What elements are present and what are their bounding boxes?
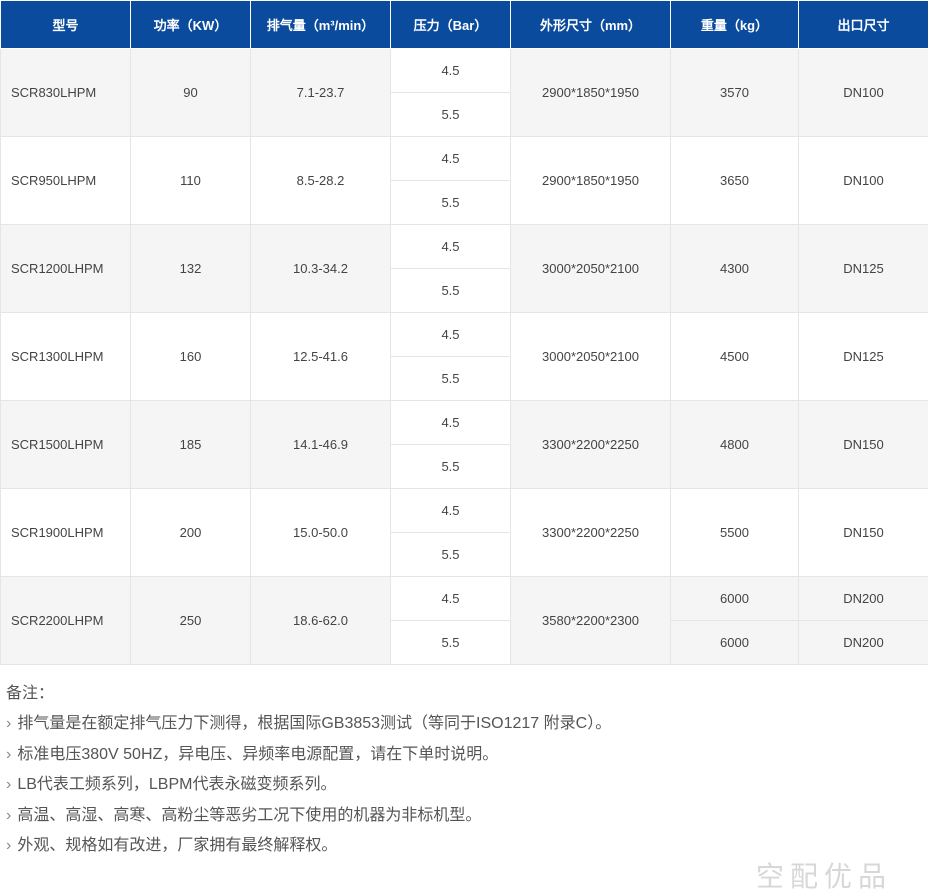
cell: 4.5 [391,225,511,269]
notes-title: 备注： [6,679,922,709]
cell: 5.5 [391,93,511,137]
cell: SCR1900LHPM [1,489,131,577]
table-body: SCR830LHPM907.1-23.74.52900*1850*1950357… [1,49,928,665]
col-airflow: 排气量（m³/min） [251,1,391,49]
cell: 7.1-23.7 [251,49,391,137]
cell: 2900*1850*1950 [511,49,671,137]
cell: DN100 [799,49,928,137]
table-row: SCR2200LHPM25018.6-62.04.53580*2200*2300… [1,577,928,621]
cell: 5.5 [391,533,511,577]
note-line: LB代表工频系列，LBPM代表永磁变频系列。 [6,770,922,800]
table-row: SCR1200LHPM13210.3-34.24.53000*2050*2100… [1,225,928,269]
cell: DN100 [799,137,928,225]
cell: 12.5-41.6 [251,313,391,401]
spec-table: 型号 功率（KW） 排气量（m³/min） 压力（Bar） 外形尺寸（mm） 重… [0,0,928,665]
cell: 8.5-28.2 [251,137,391,225]
cell: 10.3-34.2 [251,225,391,313]
cell: DN150 [799,489,928,577]
cell: 18.6-62.0 [251,577,391,665]
cell: 4800 [671,401,799,489]
cell: DN150 [799,401,928,489]
watermark-text: 空配优品 [756,861,892,892]
cell: 4.5 [391,401,511,445]
cell: 5.5 [391,445,511,489]
cell: 110 [131,137,251,225]
cell: 5.5 [391,181,511,225]
table-row: SCR830LHPM907.1-23.74.52900*1850*1950357… [1,49,928,93]
note-line: 排气量是在额定排气压力下测得，根据国际GB3853测试（等同于ISO1217 附… [6,709,922,739]
cell: 4.5 [391,577,511,621]
cell: 4.5 [391,313,511,357]
header-row: 型号 功率（KW） 排气量（m³/min） 压力（Bar） 外形尺寸（mm） 重… [1,1,928,49]
cell: 3300*2200*2250 [511,401,671,489]
cell: 3580*2200*2300 [511,577,671,665]
cell: DN200 [799,577,928,621]
table-row: SCR950LHPM1108.5-28.24.52900*1850*195036… [1,137,928,181]
col-pressure: 压力（Bar） [391,1,511,49]
cell: 5.5 [391,357,511,401]
col-weight: 重量（kg） [671,1,799,49]
cell: 3650 [671,137,799,225]
cell: 3000*2050*2100 [511,225,671,313]
table-row: SCR1500LHPM18514.1-46.94.53300*2200*2250… [1,401,928,445]
col-outlet: 出口尺寸 [799,1,928,49]
cell: 4.5 [391,49,511,93]
cell: DN200 [799,621,928,665]
table-row: SCR1900LHPM20015.0-50.04.53300*2200*2250… [1,489,928,533]
col-dimensions: 外形尺寸（mm） [511,1,671,49]
cell: 132 [131,225,251,313]
col-model: 型号 [1,1,131,49]
cell: 14.1-46.9 [251,401,391,489]
table-row: SCR1300LHPM16012.5-41.64.53000*2050*2100… [1,313,928,357]
cell: 6000 [671,577,799,621]
notes-section: 备注： 排气量是在额定排气压力下测得，根据国际GB3853测试（等同于ISO12… [0,665,928,875]
cell: 5500 [671,489,799,577]
cell: SCR950LHPM [1,137,131,225]
cell: SCR1300LHPM [1,313,131,401]
cell: 2900*1850*1950 [511,137,671,225]
cell: 4.5 [391,489,511,533]
cell: SCR1200LHPM [1,225,131,313]
cell: 200 [131,489,251,577]
cell: 4500 [671,313,799,401]
cell: 5.5 [391,621,511,665]
cell: 6000 [671,621,799,665]
cell: DN125 [799,313,928,401]
note-line: 高温、高湿、高寒、高粉尘等恶劣工况下使用的机器为非标机型。 [6,801,922,831]
cell: 4.5 [391,137,511,181]
col-power: 功率（KW） [131,1,251,49]
cell: 3570 [671,49,799,137]
cell: 4300 [671,225,799,313]
cell: 250 [131,577,251,665]
cell: SCR2200LHPM [1,577,131,665]
cell: 15.0-50.0 [251,489,391,577]
cell: DN125 [799,225,928,313]
cell: 5.5 [391,269,511,313]
watermark: 空配优品 [0,855,928,895]
cell: 3300*2200*2250 [511,489,671,577]
cell: 185 [131,401,251,489]
note-line: 标准电压380V 50HZ，异电压、异频率电源配置，请在下单时说明。 [6,740,922,770]
cell: 90 [131,49,251,137]
cell: SCR1500LHPM [1,401,131,489]
cell: 160 [131,313,251,401]
cell: SCR830LHPM [1,49,131,137]
cell: 3000*2050*2100 [511,313,671,401]
